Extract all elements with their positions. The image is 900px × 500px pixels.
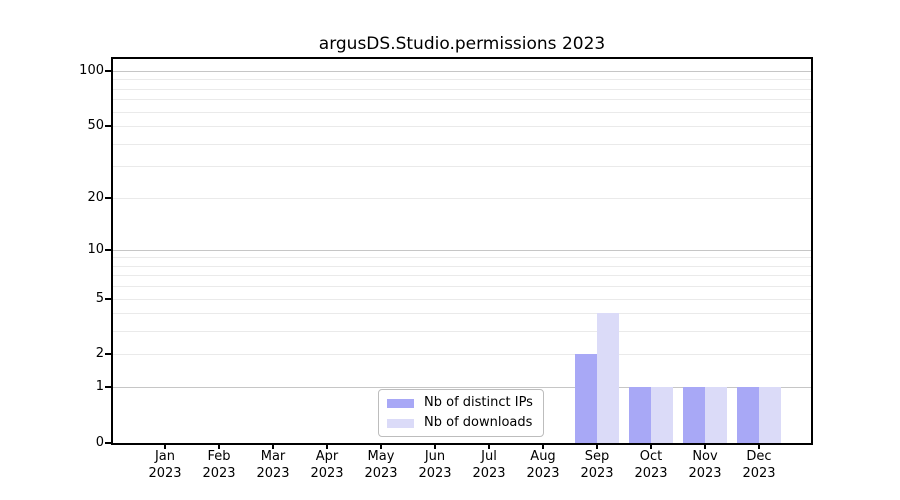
x-tick-mark bbox=[380, 443, 382, 449]
y-axis-label: 0 bbox=[95, 435, 104, 450]
legend-item: Nb of distinct IPs bbox=[387, 396, 533, 410]
major-gridline bbox=[113, 249, 811, 251]
x-tick-mark bbox=[650, 443, 652, 449]
x-tick-mark bbox=[758, 443, 760, 449]
x-axis-label: May 2023 bbox=[364, 449, 398, 481]
y-axis-label: 2 bbox=[95, 346, 104, 362]
x-tick-mark bbox=[218, 443, 220, 449]
y-tick-mark bbox=[105, 297, 112, 300]
legend-swatch bbox=[387, 418, 414, 428]
chart-title: argusDS.Studio.permissions 2023 bbox=[318, 34, 606, 54]
minor-gridline bbox=[113, 331, 811, 333]
x-axis-label: Feb 2023 bbox=[202, 449, 236, 481]
minor-gridline bbox=[113, 265, 811, 267]
bar-distinct-ips bbox=[629, 387, 651, 443]
y-axis-label: 20 bbox=[87, 189, 104, 205]
legend-swatch bbox=[387, 398, 414, 408]
minor-gridline bbox=[113, 143, 811, 145]
bar-distinct-ips bbox=[737, 387, 759, 443]
minor-gridline bbox=[113, 197, 811, 199]
x-axis-label: Mar 2023 bbox=[256, 449, 290, 481]
minor-gridline bbox=[113, 79, 811, 81]
y-tick-mark bbox=[105, 386, 112, 389]
x-tick-mark bbox=[542, 443, 544, 449]
major-gridline bbox=[113, 387, 811, 389]
y-axis-label: 100 bbox=[79, 62, 104, 78]
minor-gridline bbox=[113, 298, 811, 300]
x-axis-label: Jul 2023 bbox=[472, 449, 506, 481]
x-axis-label: Nov 2023 bbox=[688, 449, 722, 481]
minor-gridline bbox=[113, 99, 811, 101]
x-tick-mark bbox=[704, 443, 706, 449]
x-axis-label: Dec 2023 bbox=[742, 449, 776, 481]
x-axis-label: Oct 2023 bbox=[634, 449, 668, 481]
x-axis-label: Sep 2023 bbox=[580, 449, 614, 481]
minor-gridline bbox=[113, 286, 811, 288]
bar-downloads bbox=[759, 387, 781, 443]
minor-gridline bbox=[113, 275, 811, 277]
major-gridline bbox=[113, 70, 811, 72]
legend-item: Nb of downloads bbox=[387, 416, 533, 430]
y-tick-mark bbox=[105, 248, 112, 251]
x-tick-mark bbox=[326, 443, 328, 449]
minor-gridline bbox=[113, 257, 811, 259]
x-axis-label: Jun 2023 bbox=[418, 449, 452, 481]
y-axis-label: 10 bbox=[87, 241, 104, 257]
x-tick-mark bbox=[488, 443, 490, 449]
x-tick-mark bbox=[434, 443, 436, 449]
minor-gridline bbox=[113, 88, 811, 90]
x-axis-label: Apr 2023 bbox=[310, 449, 344, 481]
bar-distinct-ips bbox=[683, 387, 705, 443]
x-axis-label: Jan 2023 bbox=[148, 449, 182, 481]
minor-gridline bbox=[113, 111, 811, 113]
y-axis-label: 1 bbox=[95, 379, 104, 395]
legend: Nb of distinct IPs Nb of downloads bbox=[378, 389, 544, 437]
y-axis-label: 50 bbox=[87, 117, 104, 133]
legend-item-label: Nb of distinct IPs bbox=[424, 395, 533, 410]
legend-item-label: Nb of downloads bbox=[424, 415, 533, 430]
minor-gridline bbox=[113, 313, 811, 315]
bar-downloads bbox=[651, 387, 673, 443]
bar-downloads bbox=[705, 387, 727, 443]
y-tick-mark bbox=[105, 442, 112, 444]
x-tick-mark bbox=[596, 443, 598, 449]
minor-gridline bbox=[113, 354, 811, 356]
y-tick-mark bbox=[105, 124, 112, 127]
plot-area bbox=[113, 59, 811, 443]
y-axis-label: 5 bbox=[95, 290, 104, 306]
x-axis-label: Aug 2023 bbox=[526, 449, 560, 481]
bar-downloads bbox=[597, 313, 619, 443]
minor-gridline bbox=[113, 125, 811, 127]
x-tick-mark bbox=[164, 443, 166, 449]
y-tick-mark bbox=[105, 196, 112, 199]
bar-distinct-ips bbox=[575, 354, 597, 443]
x-tick-mark bbox=[272, 443, 274, 449]
y-tick-mark bbox=[105, 69, 112, 72]
minor-gridline bbox=[113, 166, 811, 168]
y-tick-mark bbox=[105, 353, 112, 356]
